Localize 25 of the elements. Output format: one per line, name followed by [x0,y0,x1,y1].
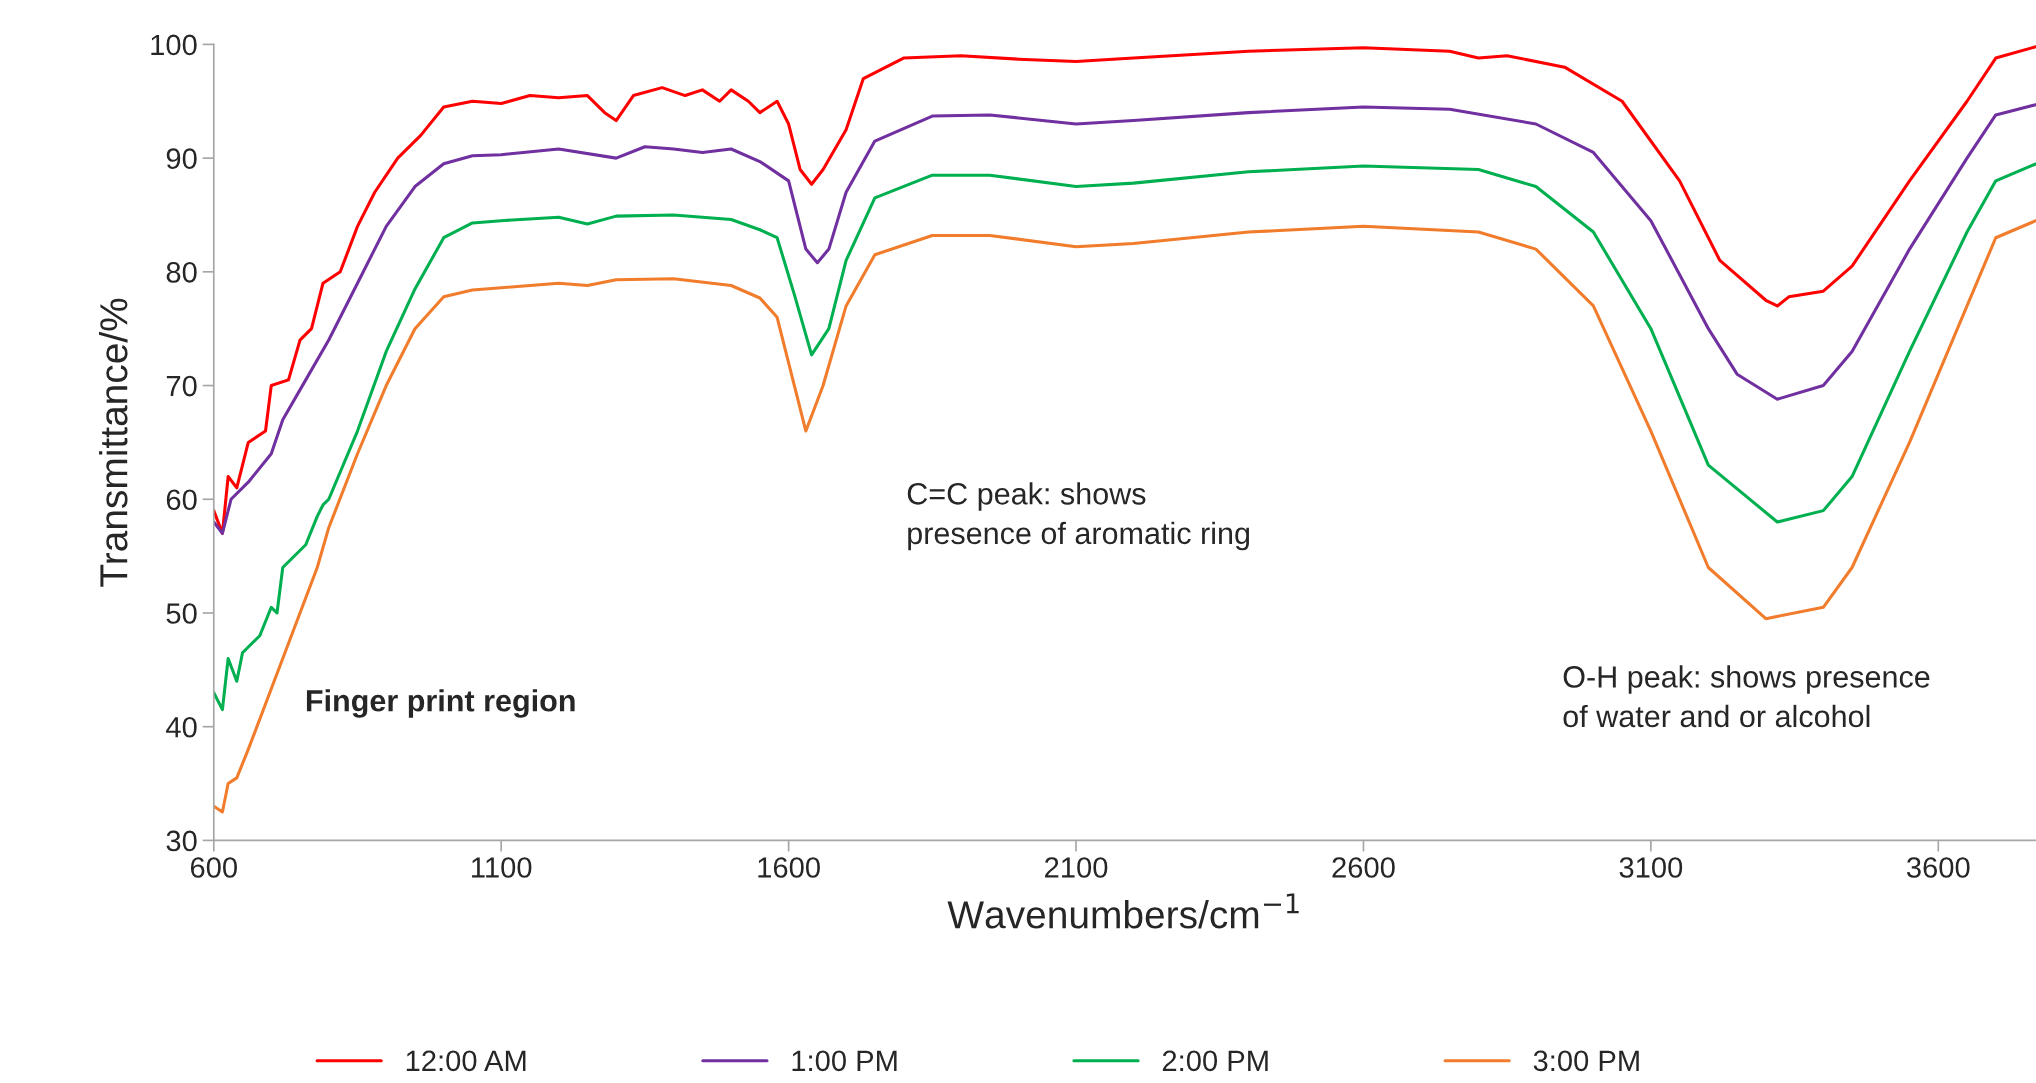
legend-label: 1:00 PM [792,1050,897,1072]
y-tick-label: 40 [166,716,197,738]
y-tick-label: 90 [166,148,197,169]
y-tick-label: 30 [166,830,197,852]
x-tick-label: 2100 [1045,857,1108,878]
y-tick-label: 100 [151,34,197,56]
legend-label: 12:00 AM [406,1050,526,1072]
legend-label: 2:00 PM [1162,1050,1268,1072]
x-tick-label: 600 [190,857,237,878]
legend-label: 3:00 PM [1533,1050,1639,1072]
y-tick-label: 50 [166,603,197,624]
annotation: Finger print region [306,689,575,718]
x-tick-label: 3600 [1906,857,1970,878]
y-tick-label: 60 [166,489,197,511]
line-series [213,219,2036,814]
x-axis-title: Wavenumbers/cm$^{−1}$ [947,893,1299,929]
x-tick-label: 1600 [758,857,820,878]
annotation: O-H peak: shows presence of water and or alcohol [1563,665,1930,728]
x-tick-label: 2600 [1332,857,1395,878]
annotation: C=C peak: shows presence of aromatic ring [907,482,1250,551]
y-tick-label: 70 [166,375,197,397]
x-tick-label: 3100 [1619,857,1683,878]
y-tick-label: 80 [166,262,197,283]
x-tick-label: 1100 [472,857,532,878]
y-axis-title: Transmittance/% [99,298,128,587]
